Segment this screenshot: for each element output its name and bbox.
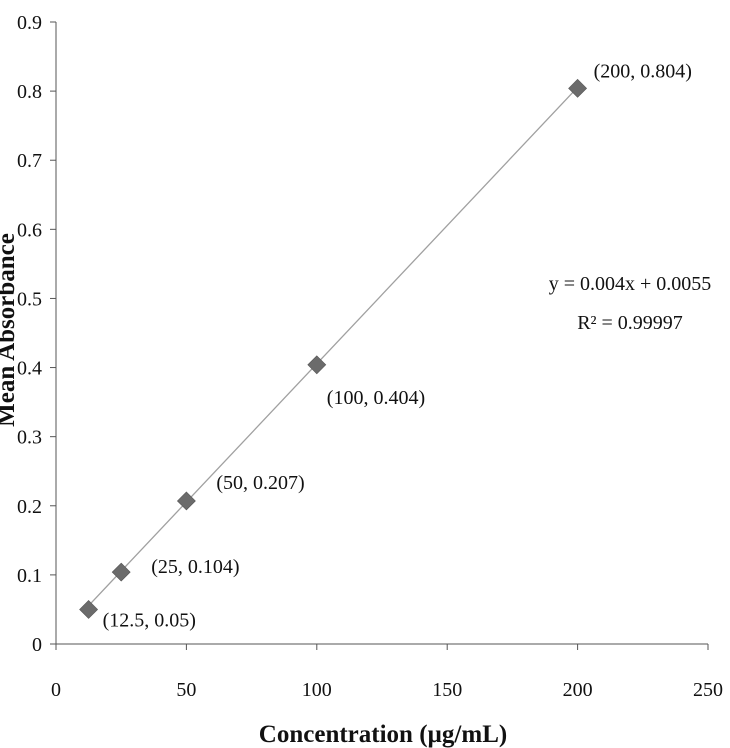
x-tick-label: 0 bbox=[51, 679, 61, 701]
trendline-equation: y = 0.004x + 0.0055 bbox=[549, 273, 712, 295]
data-point-diamond bbox=[111, 562, 131, 582]
x-tick-label: 150 bbox=[432, 679, 462, 701]
y-tick-label: 0 bbox=[32, 634, 42, 656]
r-squared-label: R² = 0.99997 bbox=[577, 312, 683, 334]
y-tick-label: 0.1 bbox=[17, 565, 42, 587]
trendline bbox=[88, 86, 579, 607]
y-axis-title: Mean Absorbance bbox=[0, 233, 20, 427]
y-tick-label: 0.7 bbox=[17, 150, 42, 172]
y-tick-label: 0.9 bbox=[17, 12, 42, 34]
y-tick-label: 0.2 bbox=[17, 496, 42, 518]
data-point-diamond bbox=[307, 355, 327, 375]
data-point-diamond bbox=[79, 600, 99, 619]
y-tick-label: 0.3 bbox=[17, 427, 42, 449]
ticks: 0 0.1 0.2 0.3 0.4 0.5 0.6 0.7 0.8 0.9 0 50 100 150 200… bbox=[17, 12, 723, 701]
data-points bbox=[79, 78, 588, 619]
y-tick-label: 0.6 bbox=[17, 219, 42, 241]
y-tick-label: 0.4 bbox=[17, 358, 42, 380]
point-label: (25, 0.104) bbox=[151, 556, 239, 578]
trendline-group bbox=[88, 86, 579, 607]
point-labels: (12.5, 0.05) (25, 0.104) (50, 0.207) (100, … bbox=[103, 60, 692, 631]
axes bbox=[55, 22, 708, 645]
x-tick-label: 50 bbox=[176, 679, 196, 701]
data-point-diamond bbox=[568, 78, 588, 98]
point-label: (12.5, 0.05) bbox=[103, 609, 196, 631]
x-tick-label: 200 bbox=[563, 679, 593, 701]
point-label: (50, 0.207) bbox=[216, 472, 304, 494]
y-tick-label: 0.5 bbox=[17, 288, 42, 310]
point-label: (100, 0.404) bbox=[327, 387, 425, 409]
point-label: (200, 0.804) bbox=[594, 60, 692, 82]
x-axis-title: Concentration (µg/mL) bbox=[259, 721, 507, 748]
y-tick-label: 0.8 bbox=[17, 81, 42, 103]
data-point-diamond bbox=[176, 491, 196, 511]
x-tick-label: 250 bbox=[693, 679, 723, 701]
x-tick-label: 100 bbox=[302, 679, 332, 701]
